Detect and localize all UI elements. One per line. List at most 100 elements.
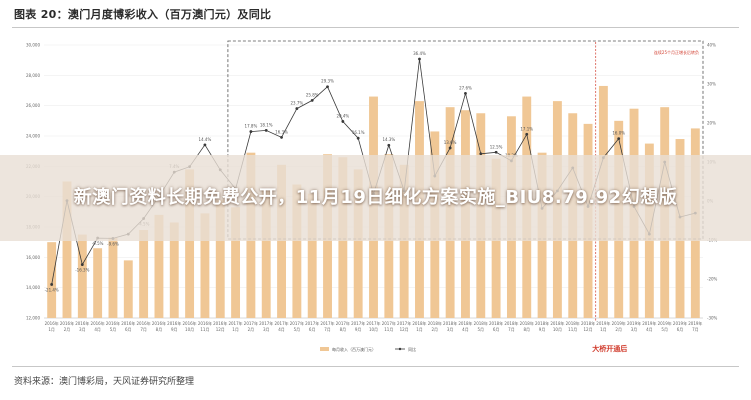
yoy-data-label: 14.3% bbox=[382, 137, 395, 142]
yoy-data-label: -9.5% bbox=[92, 241, 104, 246]
x-tick-month: 10月 bbox=[369, 327, 378, 332]
x-tick-year: 2018年 bbox=[428, 320, 442, 326]
bar bbox=[261, 190, 271, 318]
yoy-data-label: 12.5% bbox=[490, 144, 503, 149]
x-tick-month: 2月 bbox=[64, 327, 71, 332]
x-tick-month: 10月 bbox=[185, 327, 194, 332]
y-right-tick-label: -20% bbox=[707, 277, 718, 282]
x-tick-month: 2月 bbox=[615, 327, 622, 332]
yoy-data-label: 16.1% bbox=[352, 130, 365, 135]
title-divider bbox=[12, 27, 739, 28]
legend-bar-label: 每月收入（百万澳门元） bbox=[332, 346, 376, 352]
figure-title: 图表 20：澳门月度博彩收入（百万澳门元）及同比 bbox=[14, 8, 272, 21]
x-tick-month: 5月 bbox=[478, 327, 485, 332]
x-tick-month: 5月 bbox=[294, 327, 301, 332]
yoy-point bbox=[617, 137, 621, 140]
x-tick-month: 11月 bbox=[200, 327, 209, 332]
bar bbox=[108, 237, 118, 318]
x-tick-year: 2016年 bbox=[198, 320, 212, 326]
yoy-point bbox=[295, 107, 299, 110]
yoy-data-label: 36.4% bbox=[413, 51, 426, 56]
bar bbox=[277, 164, 286, 318]
legend-line-label: 同比 bbox=[408, 346, 416, 352]
x-tick-year: 2019年 bbox=[642, 320, 656, 326]
x-tick-month: 12月 bbox=[584, 327, 593, 332]
x-tick-month: 1月 bbox=[48, 327, 55, 332]
y-right-tick-label: 40% bbox=[707, 43, 716, 48]
y-left-tick-label: 28,000 bbox=[26, 73, 40, 78]
x-tick-year: 2019年 bbox=[612, 320, 626, 326]
legend-bar-swatch bbox=[320, 347, 329, 351]
x-tick-month: 12月 bbox=[216, 327, 225, 332]
yoy-data-label: 25.8% bbox=[306, 92, 319, 97]
x-tick-year: 2019年 bbox=[627, 320, 641, 326]
x-tick-year: 2017年 bbox=[397, 320, 411, 326]
bridge-opening-label: 大桥开通后 bbox=[592, 344, 627, 353]
yoy-point bbox=[464, 91, 467, 95]
x-tick-month: 3月 bbox=[79, 327, 86, 332]
y-left-tick-label: 14,000 bbox=[26, 285, 40, 290]
x-tick-year: 2019年 bbox=[596, 320, 610, 326]
source-divider bbox=[12, 366, 739, 367]
y-left-tick-label: 24,000 bbox=[26, 134, 40, 139]
x-tick-month: 7月 bbox=[324, 327, 331, 332]
bar bbox=[139, 230, 149, 318]
x-tick-year: 2016年 bbox=[137, 320, 151, 326]
yoy-point bbox=[341, 120, 345, 123]
y-left-tick-label: 12,000 bbox=[26, 316, 40, 321]
yoy-data-label: 18.1% bbox=[260, 122, 273, 127]
headline-banner: 新澳门资料长期免费公开，11月19日细化方案实施_BIU8.79.92幻想版 bbox=[0, 155, 751, 241]
headline-text: 新澳门资料长期免费公开，11月19日细化方案实施_BIU8.79.92幻想版 bbox=[73, 187, 678, 208]
yoy-data-label: 17.1% bbox=[520, 126, 533, 131]
x-tick-year: 2016年 bbox=[182, 320, 196, 326]
x-tick-year: 2018年 bbox=[412, 320, 426, 326]
x-tick-year: 2016年 bbox=[91, 320, 105, 326]
x-tick-year: 2017年 bbox=[228, 320, 242, 326]
yoy-point bbox=[264, 129, 268, 132]
yoy-point bbox=[356, 136, 360, 140]
bar bbox=[200, 213, 210, 318]
yoy-data-label: 17.8% bbox=[245, 124, 258, 129]
yoy-data-label: 23.7% bbox=[291, 101, 304, 106]
x-tick-month: 5月 bbox=[661, 327, 668, 332]
x-tick-month: 2月 bbox=[248, 327, 255, 332]
x-tick-month: 6月 bbox=[309, 327, 316, 332]
yoy-point bbox=[203, 143, 207, 147]
bar bbox=[307, 193, 317, 318]
x-tick-year: 2018年 bbox=[535, 320, 549, 326]
bar bbox=[47, 242, 57, 318]
x-tick-year: 2017年 bbox=[320, 320, 334, 326]
x-tick-month: 6月 bbox=[493, 327, 500, 332]
x-tick-month: 4月 bbox=[278, 327, 285, 332]
x-tick-month: 4月 bbox=[94, 327, 101, 332]
x-tick-year: 2016年 bbox=[152, 320, 166, 326]
x-tick-month: 3月 bbox=[263, 327, 270, 332]
x-tick-year: 2018年 bbox=[443, 320, 457, 326]
bar bbox=[292, 184, 302, 318]
x-tick-year: 2016年 bbox=[45, 320, 59, 326]
yoy-point bbox=[525, 132, 529, 136]
yoy-point bbox=[249, 130, 253, 133]
bar bbox=[154, 214, 164, 318]
x-tick-month: 10月 bbox=[553, 327, 562, 332]
x-tick-month: 8月 bbox=[340, 327, 347, 332]
x-tick-month: 1月 bbox=[600, 327, 607, 332]
yoy-data-label: 20.4% bbox=[336, 113, 349, 118]
bar bbox=[215, 199, 225, 318]
yoy-data-label: 13.6% bbox=[444, 140, 457, 145]
x-tick-month: 7月 bbox=[508, 327, 515, 332]
x-tick-year: 2017年 bbox=[305, 320, 319, 326]
bar bbox=[353, 169, 363, 318]
x-tick-year: 2018年 bbox=[458, 320, 472, 326]
x-tick-year: 2018年 bbox=[550, 320, 564, 326]
x-tick-month: 9月 bbox=[539, 327, 546, 332]
x-tick-month: 7月 bbox=[692, 327, 699, 332]
yoy-data-label: 29.3% bbox=[321, 79, 334, 84]
x-tick-year: 2018年 bbox=[581, 320, 595, 326]
x-tick-year: 2019年 bbox=[688, 320, 702, 326]
x-tick-year: 2017年 bbox=[244, 320, 258, 326]
yoy-point bbox=[310, 98, 314, 102]
x-tick-month: 6月 bbox=[125, 327, 132, 332]
x-tick-year: 2016年 bbox=[121, 320, 135, 326]
x-tick-year: 2018年 bbox=[566, 320, 580, 326]
